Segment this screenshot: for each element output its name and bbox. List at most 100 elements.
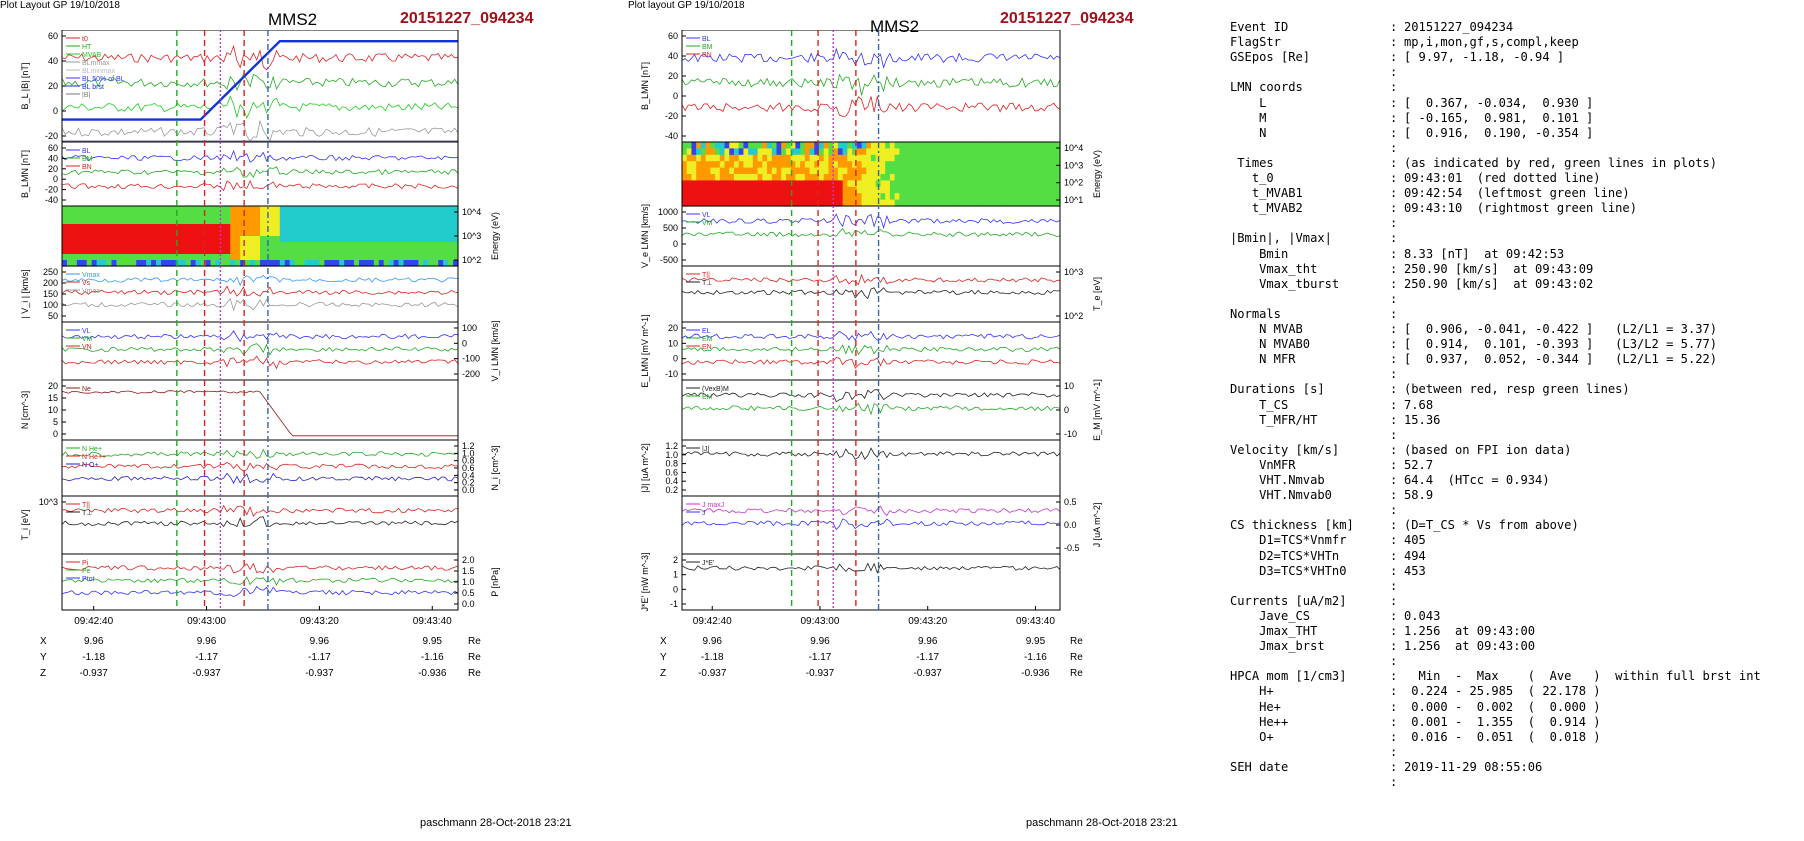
spectrogram-cell bbox=[111, 224, 118, 231]
spectrogram-cell bbox=[76, 242, 83, 249]
spectrogram-cell bbox=[146, 212, 152, 219]
info-value: Min - Max ( Ave ) within full brst int bbox=[1404, 669, 1761, 684]
spectrogram-cell bbox=[1022, 186, 1028, 194]
spectrogram-cell bbox=[1045, 174, 1052, 181]
spectrogram-cell bbox=[1055, 142, 1061, 149]
spectrogram-cell bbox=[225, 242, 231, 249]
spectrogram-cell bbox=[195, 236, 202, 243]
spectrogram-cell bbox=[852, 142, 858, 149]
spectrogram-cell bbox=[294, 248, 301, 255]
spectrogram-cell bbox=[339, 218, 345, 225]
spectrogram-cell bbox=[738, 167, 745, 175]
spectrogram-cell bbox=[974, 199, 981, 207]
spectrogram-cell bbox=[349, 224, 355, 231]
spectrogram-cell bbox=[111, 218, 118, 225]
spectrogram-cell bbox=[373, 254, 380, 261]
spectrogram-cell bbox=[710, 167, 716, 175]
info-colon: : bbox=[1390, 140, 1398, 155]
spectrogram-cell bbox=[418, 254, 424, 261]
spectrogram-cell bbox=[289, 206, 296, 213]
spectrogram-cell bbox=[941, 193, 948, 201]
spectrogram-cell bbox=[1026, 186, 1033, 194]
spectrogram-cell bbox=[927, 186, 934, 194]
legend-label: N He+ bbox=[82, 446, 102, 453]
spectrogram-cell bbox=[443, 260, 449, 267]
coord-unit: Re bbox=[468, 652, 481, 663]
spectrogram-cell bbox=[146, 248, 152, 255]
spectrogram-cell bbox=[686, 180, 693, 188]
info-line: N:[ 0.916, 0.190, -0.354 ] bbox=[1230, 126, 1593, 141]
spectrogram-cell bbox=[354, 236, 360, 243]
spectrogram-cell bbox=[861, 161, 867, 169]
spectrogram-cell bbox=[359, 224, 365, 231]
spectrogram-cell bbox=[875, 180, 882, 188]
spectrogram-cell bbox=[956, 142, 962, 149]
spectrogram-cell bbox=[354, 242, 360, 249]
spectrogram-cell bbox=[852, 186, 858, 194]
spectrogram-cell bbox=[922, 142, 929, 149]
spectrogram-cell bbox=[956, 167, 962, 175]
spectrogram-cell bbox=[359, 230, 365, 237]
spectrogram-cell bbox=[319, 230, 325, 237]
info-line: : bbox=[1230, 579, 1404, 594]
spectrogram-cell bbox=[413, 230, 419, 237]
spectrogram-cell bbox=[984, 167, 990, 175]
spectrogram-cell bbox=[696, 154, 702, 162]
spectrogram-cell bbox=[752, 180, 759, 188]
spectrogram-cell bbox=[847, 148, 853, 156]
spectrogram-cell bbox=[974, 148, 981, 156]
spectrogram-cell bbox=[790, 174, 796, 181]
y-axis-label: | V_i | [km/s] bbox=[20, 269, 30, 318]
spectrogram-cell bbox=[1022, 142, 1028, 149]
spectrogram-cell bbox=[974, 186, 981, 194]
info-line: : bbox=[1230, 775, 1404, 790]
y-tick-label: 20 bbox=[48, 164, 58, 174]
spectrogram-cell bbox=[1017, 193, 1023, 201]
spectrogram-cell bbox=[771, 193, 778, 201]
spectrogram-cell bbox=[378, 248, 385, 255]
spectrogram-cell bbox=[274, 206, 281, 213]
spectrogram-cell bbox=[91, 242, 98, 249]
spectrogram-cell bbox=[185, 260, 192, 267]
spectrogram-cell bbox=[733, 193, 740, 201]
info-value: 09:43:10 (rightmost green line) bbox=[1404, 201, 1637, 216]
spectrogram-cell bbox=[899, 142, 905, 149]
spectrogram-cell bbox=[771, 186, 778, 194]
spectrogram-cell bbox=[349, 248, 355, 255]
spectrogram-cell bbox=[970, 167, 976, 175]
info-key: Jmax_brst bbox=[1230, 639, 1325, 654]
spectrogram-cell bbox=[809, 142, 815, 149]
spectrogram-cell bbox=[215, 224, 221, 231]
info-value: (D=T_CS * Vs from above) bbox=[1404, 518, 1579, 533]
spectrogram-cell bbox=[828, 174, 834, 181]
spectrogram-cell bbox=[245, 236, 251, 243]
spectrogram-cell bbox=[970, 154, 976, 162]
spectrogram-cell bbox=[190, 248, 197, 255]
spectrogram-cell bbox=[274, 224, 281, 231]
spectrogram-cell bbox=[284, 236, 291, 243]
info-line: t_MVAB1:09:42:54 (leftmost green line) bbox=[1230, 186, 1630, 201]
spectrogram-cell bbox=[106, 206, 113, 213]
spectrogram-cell bbox=[1012, 199, 1019, 207]
spectrogram-cell bbox=[908, 174, 915, 181]
spectrogram-cell bbox=[408, 224, 415, 231]
spectrogram-cell bbox=[795, 174, 801, 181]
spectrogram-cell bbox=[433, 212, 439, 219]
y-tick-label: 40 bbox=[48, 56, 58, 66]
spectrogram-cell bbox=[1055, 148, 1061, 156]
spectrogram-cell bbox=[86, 212, 93, 219]
spectrogram-cell bbox=[833, 167, 839, 175]
spectrogram-cell bbox=[748, 154, 754, 162]
spectrogram-cell bbox=[1050, 167, 1056, 175]
info-colon: : bbox=[1390, 171, 1398, 185]
spectrogram-cell bbox=[383, 230, 390, 237]
series-line bbox=[61, 149, 459, 163]
info-key: N MVAB0 bbox=[1230, 337, 1311, 352]
spectrogram-cell bbox=[126, 260, 132, 267]
spectrogram-cell bbox=[388, 236, 395, 243]
spectrogram-cell bbox=[733, 142, 740, 149]
spectrogram-cell bbox=[373, 230, 380, 237]
spectrogram-cell bbox=[767, 167, 773, 175]
spectrogram-cell bbox=[96, 230, 103, 237]
y-tick-label: 10^4 bbox=[462, 207, 481, 217]
